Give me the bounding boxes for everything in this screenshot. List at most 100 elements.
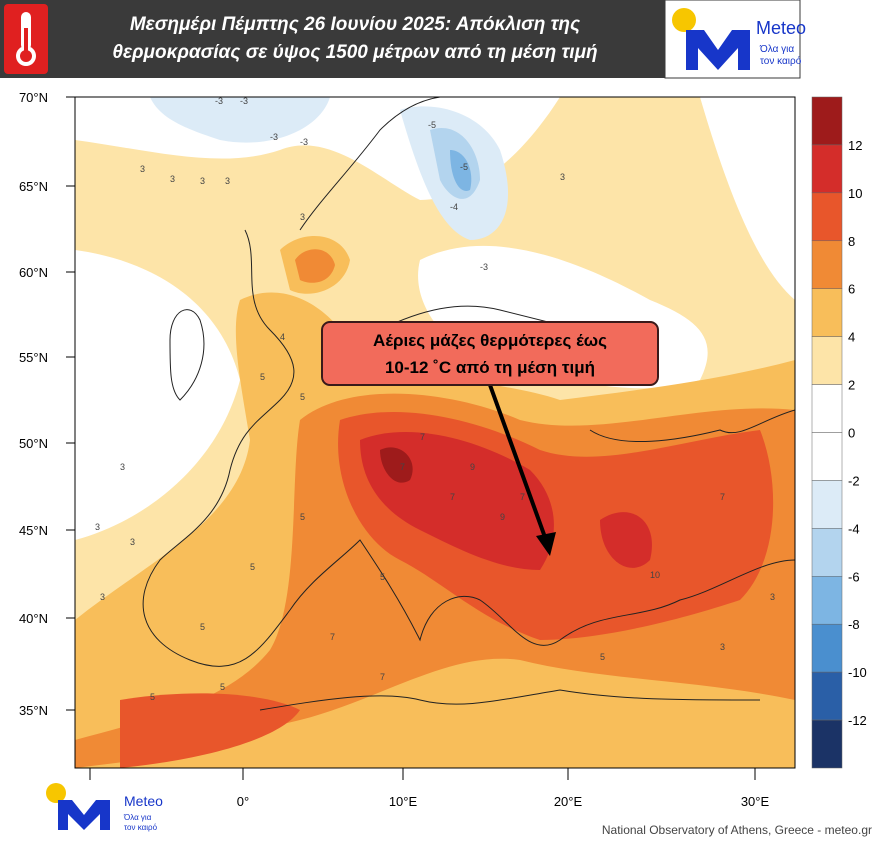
lat-label: 55°N [19, 350, 48, 365]
logo-tagline: τον καιρό [760, 55, 802, 67]
lat-label: 35°N [19, 703, 48, 718]
footer-logo: Meteo Όλα για τον καιρό [46, 783, 163, 832]
colorbar-label: -8 [848, 617, 860, 632]
lat-label: 50°N [19, 436, 48, 451]
callout-text: 10-12 ˚C από τη μέση τιμή [385, 358, 595, 377]
colorbar-band [811, 192, 843, 242]
lat-label: 70°N [19, 90, 48, 105]
contour-label: 7 [400, 462, 405, 472]
contour-label: 3 [225, 176, 230, 186]
lat-label: 45°N [19, 523, 48, 538]
logo-name: Meteo [124, 793, 163, 809]
contour-label: 7 [720, 492, 725, 502]
contour-label: 5 [300, 512, 305, 522]
contour-label: 9 [470, 462, 475, 472]
colorbar-label: -6 [848, 569, 860, 584]
contour-label: -4 [450, 202, 458, 212]
thermometer-icon [4, 4, 48, 74]
colorbar-band [811, 528, 843, 577]
contour-label: 9 [500, 512, 505, 522]
colorbar-band [811, 432, 843, 481]
contour-label: 5 [600, 652, 605, 662]
contour-label: 3 [170, 174, 175, 184]
colorbar-label: 8 [848, 234, 855, 249]
map-field [75, 97, 795, 768]
contour-label: 5 [300, 392, 305, 402]
colorbar-band [811, 336, 843, 385]
lat-label: 40°N [19, 611, 48, 626]
contour-label: -3 [270, 132, 278, 142]
colorbar-label: -12 [848, 713, 867, 728]
header-logo: Meteo Όλα για τον καιρό [664, 0, 806, 79]
contour-label: 7 [330, 632, 335, 642]
colorbar-label: -4 [848, 521, 860, 536]
colorbar-band [811, 576, 843, 625]
colorbar-band [811, 96, 843, 146]
contour-label: 5 [150, 692, 155, 702]
contour-label: 3 [720, 642, 725, 652]
contour-label: -5 [428, 120, 436, 130]
colorbar-band [811, 288, 843, 337]
contour-label: 3 [140, 164, 145, 174]
contour-label: -5 [460, 162, 468, 172]
colorbar-label: 12 [848, 138, 862, 153]
contour-label: 3 [300, 212, 305, 222]
contour-label: -3 [300, 137, 308, 147]
title-bar [0, 0, 665, 78]
colorbar-band [811, 384, 843, 433]
colorbar-label: -2 [848, 473, 860, 488]
contour-label: 3 [120, 462, 125, 472]
lon-label: 30°E [741, 794, 770, 809]
colorbar-band [811, 144, 843, 194]
colorbar-band [811, 240, 843, 289]
contour-label: 3 [100, 592, 105, 602]
colorbar-label: 6 [848, 282, 855, 297]
colorbar-label: 4 [848, 330, 855, 345]
contour-labels: -3 -3 -3 -3 -5 -5 -4 -3 3 3 3 3 3 3 3 4 5 5 5 5 5 7 7 7 7 9 9 10 7 5 5… [95, 96, 775, 702]
contour-label: 5 [220, 682, 225, 692]
contour-label: 3 [200, 176, 205, 186]
callout-text: Αέριες μάζες θερμότερες έως [373, 331, 607, 350]
title-line: θερμοκρασίας σε ύψος 1500 μέτρων από τη … [112, 42, 597, 63]
contour-label: 10 [650, 570, 660, 580]
colorbar-band [811, 480, 843, 529]
colorbar-label: 2 [848, 378, 855, 393]
map-frame [74, 96, 796, 769]
logo-tagline: Όλα για [759, 44, 794, 55]
lon-label: 20°E [554, 794, 583, 809]
contour-label: 3 [560, 172, 565, 182]
colorbar-label: 0 [848, 426, 855, 441]
contour-label: -3 [240, 96, 248, 106]
contour-label: 4 [280, 332, 285, 342]
logo-name: Meteo [756, 18, 806, 38]
logo-tagline: Όλα για [123, 813, 152, 822]
contour-label: 3 [95, 522, 100, 532]
colorbar: 12 10 8 6 4 2 0 -2 -4 -6 -8 -10 -12 [811, 96, 867, 769]
colorbar-band [811, 719, 843, 769]
colorbar-label: 10 [848, 186, 862, 201]
colorbar-label: -10 [848, 665, 867, 680]
contour-label: 7 [380, 672, 385, 682]
contour-label: -3 [480, 262, 488, 272]
logo-tagline: τον καιρό [124, 823, 158, 832]
contour-label: 3 [770, 592, 775, 602]
colorbar-band [811, 671, 843, 721]
lon-label: 10°E [389, 794, 418, 809]
contour-label: 7 [450, 492, 455, 502]
contour-label: 3 [130, 537, 135, 547]
credit: National Observatory of Athens, Greece -… [602, 823, 872, 837]
lon-label: 0° [237, 794, 249, 809]
map-axes: 70°N 65°N 60°N 55°N 50°N 45°N 40°N 35°N 0° 10°E 20… [19, 90, 770, 809]
contour-label: -3 [215, 96, 223, 106]
callout: Αέριες μάζες θερμότερες έως 10-12 ˚C από… [321, 321, 659, 556]
contour-label: 7 [520, 492, 525, 502]
lat-label: 60°N [19, 265, 48, 280]
colorbar-band [811, 623, 843, 673]
contour-label: 5 [380, 572, 385, 582]
contour-label: 5 [250, 562, 255, 572]
contour-label: 7 [420, 432, 425, 442]
contour-label: 5 [200, 622, 205, 632]
lat-label: 65°N [19, 179, 48, 194]
